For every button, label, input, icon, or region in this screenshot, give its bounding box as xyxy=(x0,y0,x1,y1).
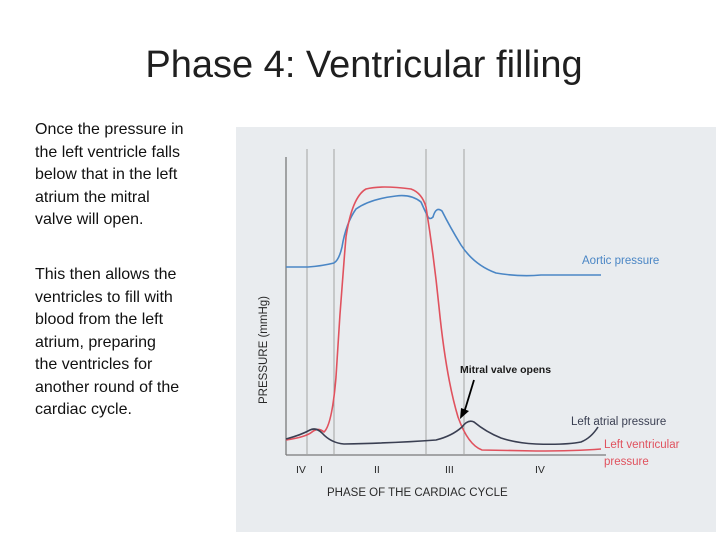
paragraph-1-line: valve will open. xyxy=(35,211,144,228)
mitral-valve-opens-label: Mitral valve opens xyxy=(460,364,551,376)
description-paragraph-2: This then allows the ventricles to fill … xyxy=(35,264,230,422)
phase-label-i: I xyxy=(320,464,323,476)
left-atrial-pressure-label: Left atrial pressure xyxy=(571,416,666,428)
description-paragraph-1: Once the pressure in the left ventricle … xyxy=(35,119,230,232)
phase-label-iv-end: IV xyxy=(535,464,545,476)
left-ventricular-pressure-label-line1: Left ventricular xyxy=(604,439,680,451)
paragraph-1-line: below that in the left xyxy=(35,166,178,183)
aortic-pressure-curve xyxy=(286,194,601,277)
y-axis-label: PRESSURE (mmHg) xyxy=(258,296,270,404)
phase-label-iv-start: IV xyxy=(296,464,306,476)
paragraph-2-line: cardiac cycle. xyxy=(35,401,132,418)
mitral-valve-arrow xyxy=(463,379,475,414)
slide-title: Phase 4: Ventricular filling xyxy=(145,44,583,86)
x-axis-label: PHASE OF THE CARDIAC CYCLE xyxy=(327,487,508,499)
left-ventricular-pressure-curve xyxy=(285,186,602,452)
paragraph-2-line: blood from the left xyxy=(35,311,164,328)
left-atrial-pressure-curve xyxy=(285,420,599,446)
paragraph-2-line: atrium, preparing xyxy=(35,333,156,351)
arrow-head-icon xyxy=(460,408,469,419)
paragraph-1-line: atrium the mitral xyxy=(35,188,150,206)
paragraph-2-line: This then allows the xyxy=(35,266,177,283)
pressure-diagram-svg: PRESSURE (mmHg) IV I II III IV PHASE OF … xyxy=(258,149,680,499)
paragraph-1-line: Once the pressure in xyxy=(35,121,184,138)
cardiac-cycle-diagram: PRESSURE (mmHg) IV I II III IV PHASE OF … xyxy=(236,127,716,532)
phase-label-iii: III xyxy=(445,464,454,476)
paragraph-2-line: another round of the xyxy=(35,378,180,396)
paragraph-1-line: the left ventricle falls xyxy=(35,143,180,161)
left-ventricular-pressure-label-line2: pressure xyxy=(604,456,649,468)
paragraph-2-line: the ventricles for xyxy=(35,356,153,373)
aortic-pressure-label: Aortic pressure xyxy=(582,255,659,267)
phase-label-ii: II xyxy=(374,464,380,476)
paragraph-2-line: ventricles to fill with xyxy=(35,288,173,306)
